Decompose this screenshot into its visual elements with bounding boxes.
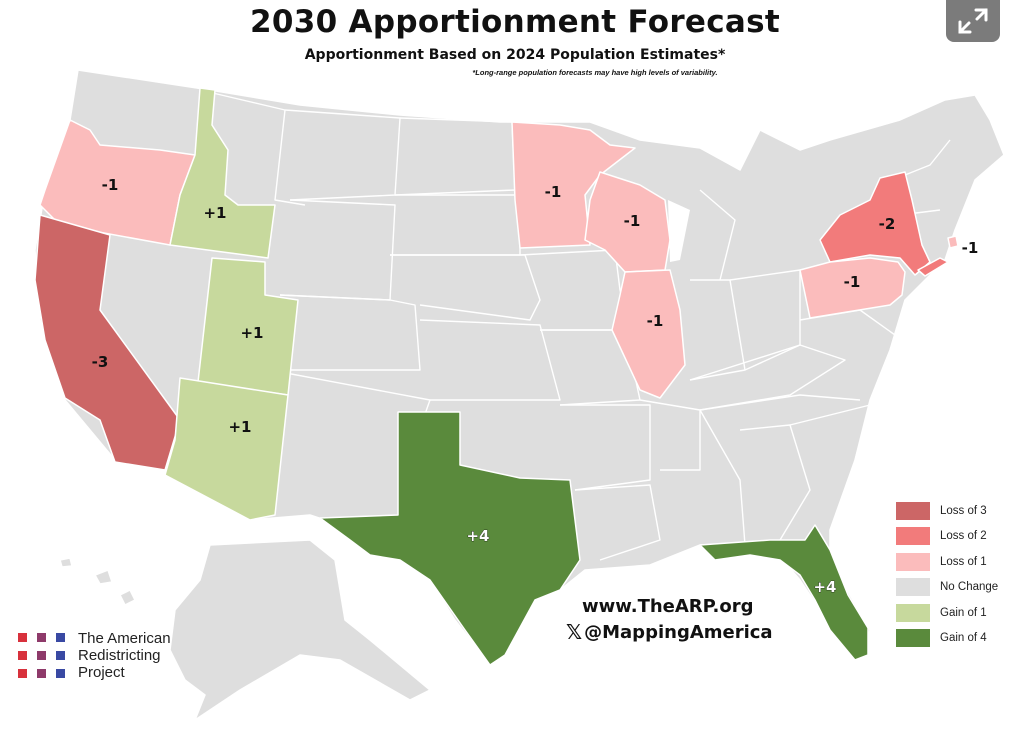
organization-dots-icon [18,633,72,685]
social-handle-text: @MappingAmerica [584,621,773,643]
organization-line: Project [78,664,125,681]
legend-item-no-change: No Change [896,575,998,601]
organization-line: Redistricting [78,647,161,664]
label-illinois: -1 [647,312,664,330]
label-oregon: -1 [102,176,119,194]
legend-item-gain-1: Gain of 1 [896,600,998,626]
social-handle: 𝕏 @MappingAmerica [566,620,773,644]
legend-label: Gain of 1 [940,606,987,619]
organization-name: The American Redistricting Project [78,630,208,681]
label-wisconsin: -1 [624,212,641,230]
label-new-york: -2 [879,215,896,233]
alaska-islands [59,557,136,606]
footnote: *Long-range population forecasts may hav… [472,68,718,77]
state-florida [699,524,869,661]
legend-label: Gain of 4 [940,632,987,645]
legend-swatch [896,527,930,546]
label-arizona: +1 [228,418,251,436]
legend-swatch [896,552,930,571]
label-minnesota: -1 [545,183,562,201]
legend-item-loss-3: Loss of 3 [896,498,998,524]
website-text: www.TheARP.org [582,596,754,617]
legend-label: Loss of 3 [940,504,987,517]
legend-item-loss-1: Loss of 1 [896,549,998,575]
state-arizona [164,377,289,521]
label-idaho: +1 [203,204,226,222]
state-california [34,214,181,471]
legend-item-loss-2: Loss of 2 [896,524,998,550]
map-subtitle: Apportionment Based on 2024 Population E… [304,47,726,63]
map-title: 2030 Apportionment Forecast [249,4,781,40]
label-texas: +4 [466,527,489,545]
state-texas [319,411,581,666]
legend: Loss of 3 Loss of 2 Loss of 1 No Change … [896,498,998,651]
lake-michigan [668,200,690,262]
organization-line: The American [78,630,171,647]
expand-button[interactable] [946,0,1000,42]
legend-swatch [896,603,930,622]
label-california: -3 [92,353,109,371]
label-florida: +4 [813,578,836,596]
state-pennsylvania [799,257,906,319]
state-rhode-island [947,235,959,249]
label-rhode-island: -1 [962,239,979,257]
label-utah: +1 [240,324,263,342]
legend-swatch [896,629,930,648]
legend-label: Loss of 2 [940,530,987,543]
legend-label: Loss of 1 [940,555,987,568]
alaska [169,539,431,721]
x-logo-icon: 𝕏 [566,620,583,644]
legend-item-gain-4: Gain of 4 [896,626,998,652]
state-idaho [169,87,276,259]
label-pennsylvania: -1 [844,273,861,291]
state-illinois [611,269,686,399]
state-new-york-long-island [917,257,949,277]
legend-swatch [896,501,930,520]
legend-swatch [896,578,930,597]
state-new-york [819,171,931,276]
legend-label: No Change [940,581,999,594]
expand-arrows-icon [958,8,988,34]
base-us-no-change [34,69,1005,666]
